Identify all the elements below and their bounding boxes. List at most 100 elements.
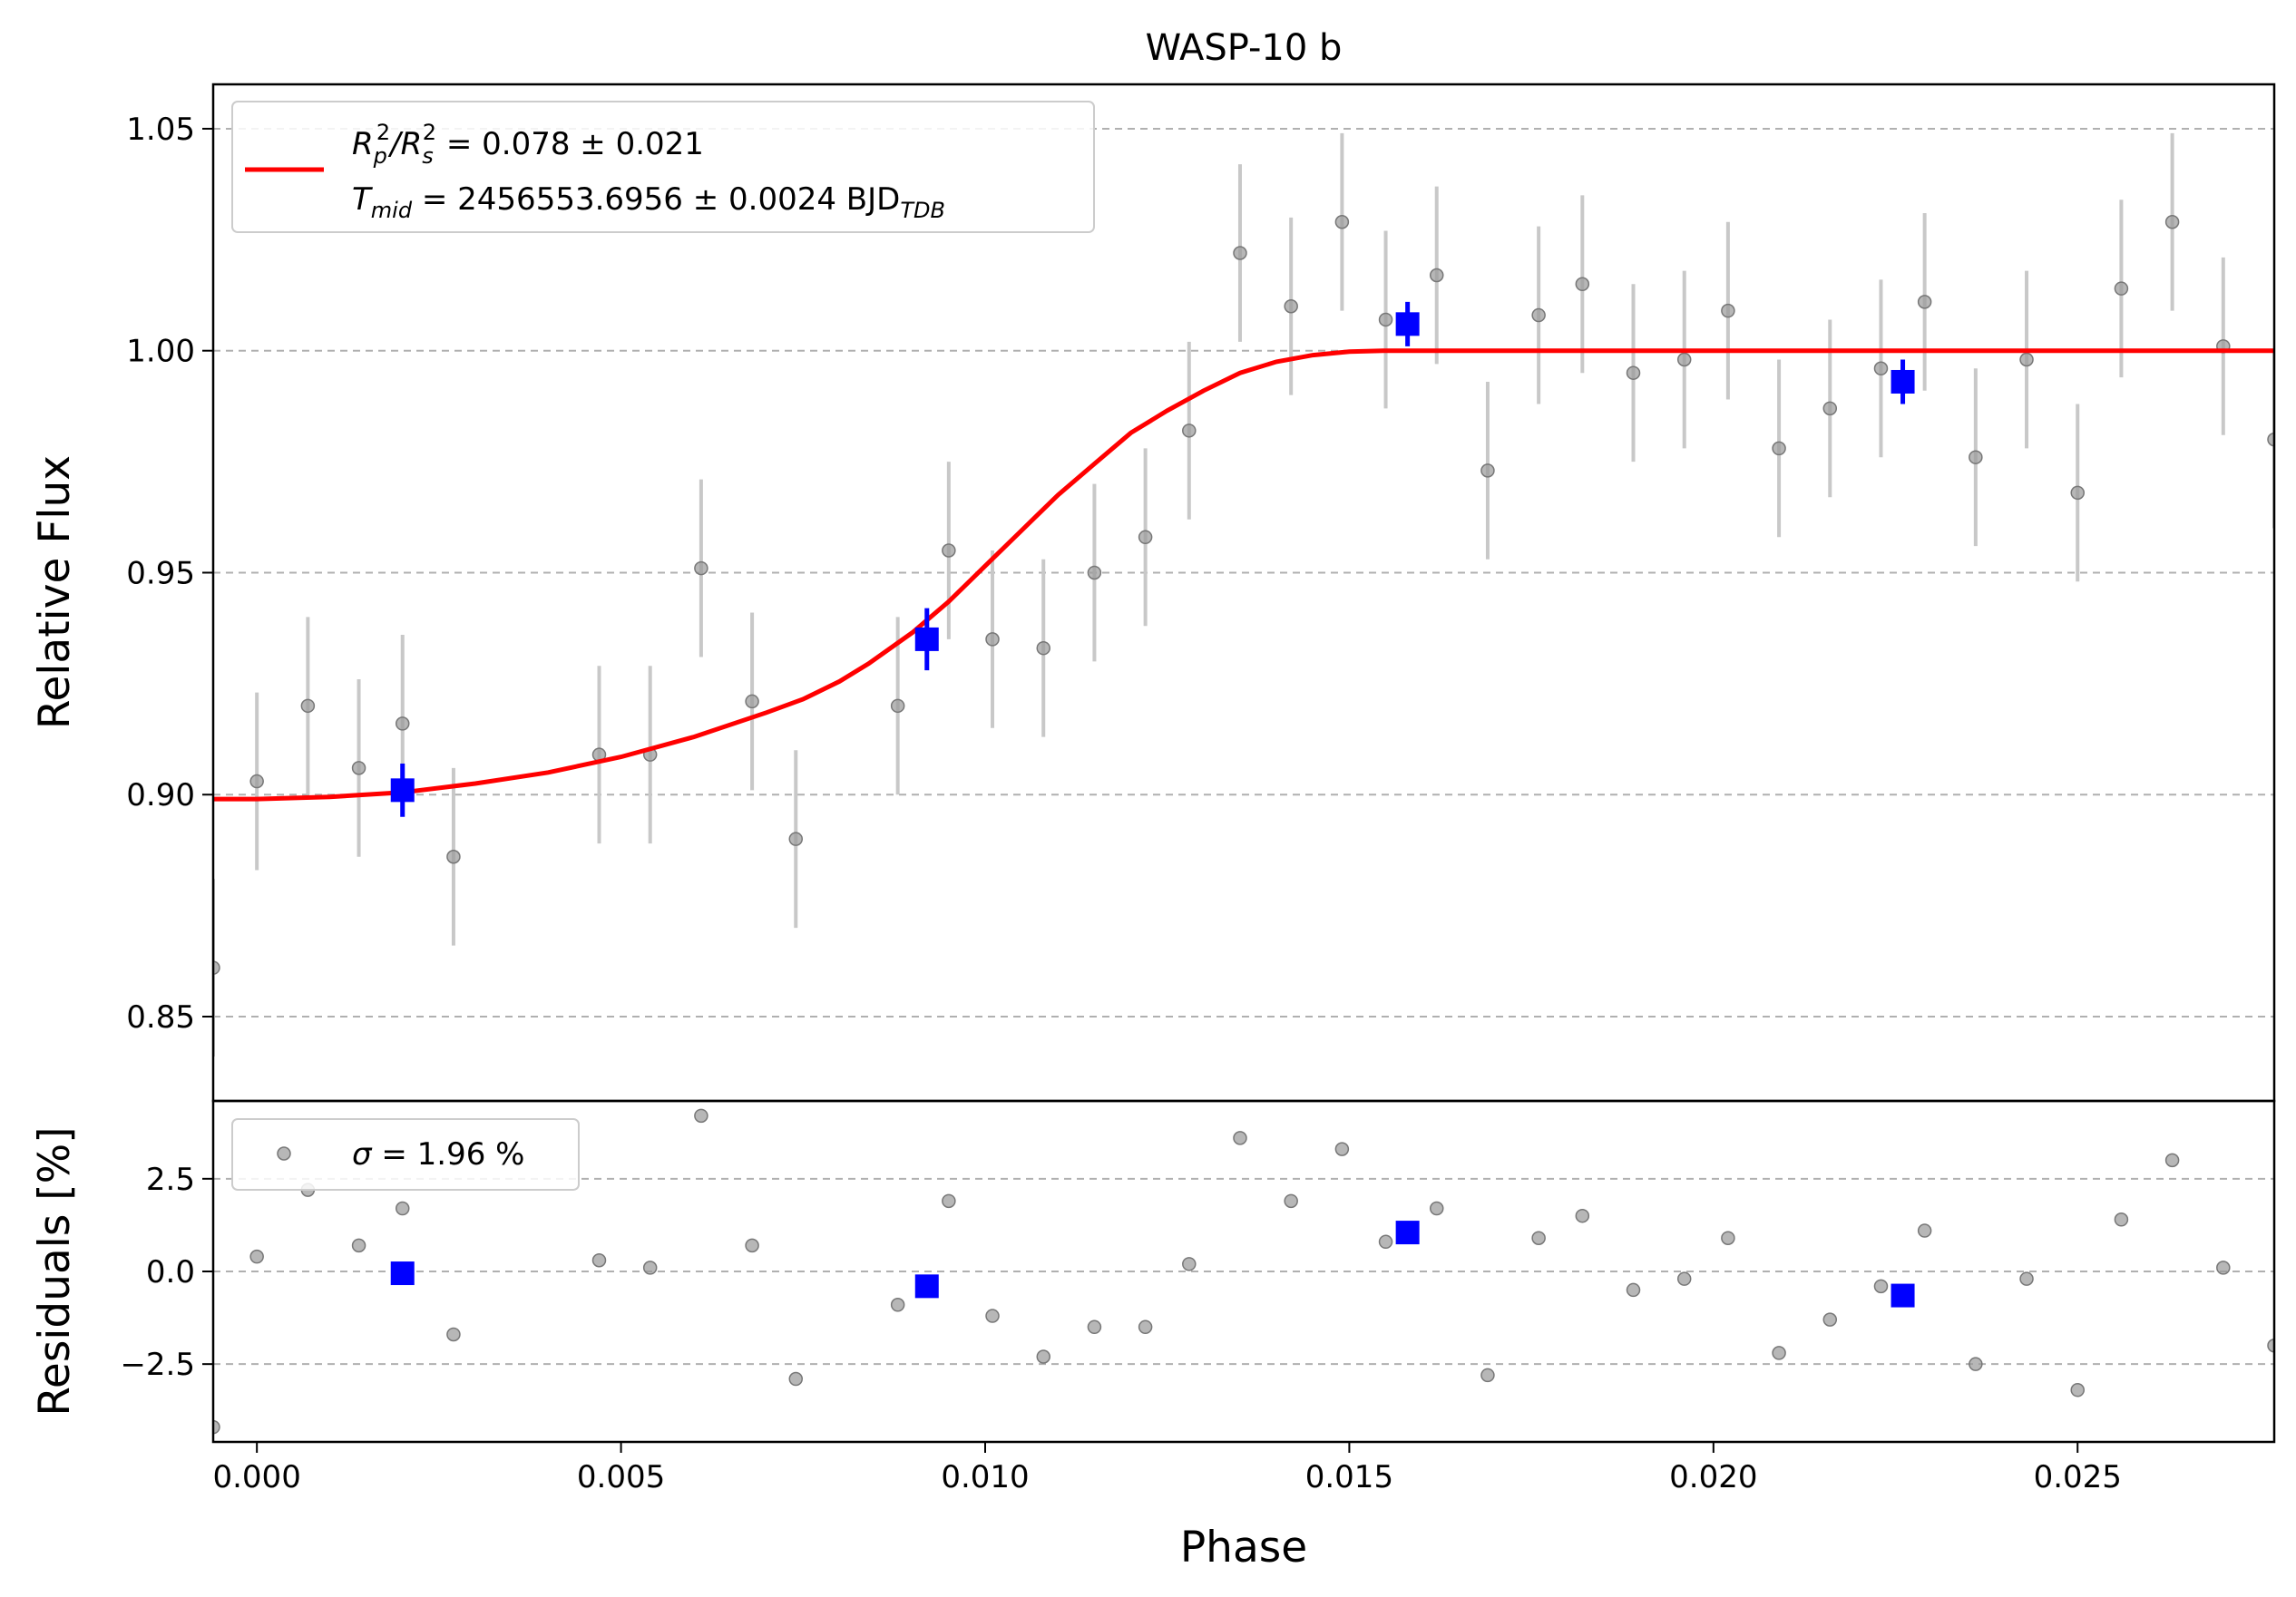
residual-data-point xyxy=(2019,1271,2034,1286)
residual-data-point xyxy=(1480,1368,1495,1383)
flux-y-tick-label: 0.85 xyxy=(126,999,195,1036)
residual-data-point xyxy=(1531,1231,1546,1245)
residual-binned-point xyxy=(1395,1221,1420,1245)
flux-data-point xyxy=(1138,530,1153,545)
flux-data-point xyxy=(1822,401,1838,416)
residual-data-point xyxy=(1138,1319,1153,1335)
residual-data-point xyxy=(1087,1319,1102,1335)
flux-data-point xyxy=(1334,215,1350,229)
flux-data-point xyxy=(1284,299,1298,314)
residual-data-point xyxy=(1334,1142,1350,1156)
legend-sigma: σ = 1.96 % xyxy=(352,1136,524,1173)
residual-data-point xyxy=(1233,1131,1247,1145)
x-axis-label: Phase xyxy=(1180,1523,1307,1573)
residual-data-point xyxy=(985,1309,1000,1323)
residuals-legend-box xyxy=(231,1118,580,1191)
residual-data-point xyxy=(1182,1257,1197,1271)
flux-legend-box xyxy=(231,101,1095,233)
x-tick-label: 0.025 xyxy=(2034,1459,2122,1495)
residual-data-point xyxy=(1676,1271,1692,1286)
residual-data-point xyxy=(694,1108,708,1124)
transit-model-line xyxy=(213,348,2274,802)
flux-data-point xyxy=(1575,277,1590,292)
flux-binned-point xyxy=(914,627,939,651)
chart-title: WASP-10 b xyxy=(1146,27,1343,69)
residual-data-point xyxy=(788,1371,804,1387)
residual-data-point xyxy=(249,1249,264,1264)
residuals-grid xyxy=(213,1177,2274,1366)
residual-data-point xyxy=(2114,1212,2129,1227)
flux-data-point xyxy=(395,716,410,731)
flux-data-point xyxy=(942,543,956,558)
residuals-y-axis-label: Residuals [%] xyxy=(30,1126,80,1416)
residual-data-point xyxy=(1575,1208,1590,1223)
residual-data-point xyxy=(1721,1231,1735,1245)
x-tick-label: 0.010 xyxy=(941,1459,1029,1495)
flux-binned-point xyxy=(390,778,415,803)
flux-data-point xyxy=(2267,432,2274,447)
residual-data-point xyxy=(1429,1201,1444,1216)
residual-data-point xyxy=(446,1327,461,1342)
flux-data-point xyxy=(446,850,461,864)
flux-data-point xyxy=(2114,281,2129,296)
flux-binned-point xyxy=(1395,312,1420,336)
residual-data-point xyxy=(1626,1282,1641,1298)
flux-data-point xyxy=(985,632,1000,647)
flux-data-point xyxy=(890,698,905,714)
residual-data-point xyxy=(2216,1261,2231,1275)
residual-data-point xyxy=(1917,1223,1932,1238)
residual-data-point xyxy=(395,1201,410,1216)
flux-data-point xyxy=(1917,295,1932,309)
residual-binned-point xyxy=(390,1261,415,1286)
flux-data-point xyxy=(2164,215,2180,229)
flux-y-tick-label: 1.05 xyxy=(126,112,195,148)
flux-data-point xyxy=(300,698,316,714)
flux-data-point xyxy=(1772,441,1786,456)
residual-data-point xyxy=(1378,1234,1393,1250)
flux-data-point xyxy=(1233,246,1247,260)
flux-errorbars xyxy=(213,132,2274,1057)
x-tick-label: 0.005 xyxy=(577,1459,665,1495)
legend-tmid: Tmid = 2456553.6956 ± 0.0024 BJDTDB xyxy=(352,181,945,223)
flux-data-point xyxy=(1626,365,1641,380)
flux-data-point xyxy=(1182,424,1197,438)
flux-y-tick-label: 0.95 xyxy=(126,555,195,591)
flux-data-point xyxy=(1531,307,1546,323)
residual-data-point xyxy=(942,1193,956,1209)
flux-data-point xyxy=(745,694,759,709)
legend-residual-swatch xyxy=(277,1146,291,1161)
residuals-y-tick-label: 2.5 xyxy=(146,1162,195,1198)
flux-y-tick-label: 0.90 xyxy=(126,777,195,813)
flux-data-point xyxy=(249,774,264,789)
residual-data-point xyxy=(1822,1312,1838,1327)
flux-panel-frame xyxy=(211,83,2276,1103)
residual-data-point xyxy=(1969,1357,1983,1371)
residual-data-point xyxy=(1036,1349,1050,1364)
x-tick-label: 0.015 xyxy=(1305,1459,1393,1495)
residuals-legend: σ = 1.96 % xyxy=(231,1118,580,1191)
residual-data-point xyxy=(213,1419,220,1435)
residual-data-point xyxy=(351,1238,366,1253)
residuals-data-points xyxy=(213,1108,2274,1435)
legend-rp-rs: Rp2/Rs2 = 0.078 ± 0.021 xyxy=(352,120,704,169)
flux-data-point xyxy=(2070,485,2085,501)
flux-data-point xyxy=(1721,303,1735,318)
residuals-panel: 2.5 0.0 −2.5 0.000 0.005 0.010 0.015 0.020 0.02… xyxy=(30,1099,2276,1573)
residual-binned-point xyxy=(914,1274,939,1299)
residual-binned-point xyxy=(1891,1283,1915,1308)
flux-data-point xyxy=(1036,640,1050,656)
flux-data-point xyxy=(1480,463,1495,478)
flux-legend: Rp2/Rs2 = 0.078 ± 0.021 Tmid = 2456553.6… xyxy=(231,101,1095,233)
residuals-y-tick-label: 0.0 xyxy=(146,1254,195,1290)
residual-data-point xyxy=(2267,1338,2274,1353)
flux-data-point xyxy=(1087,565,1102,580)
flux-data-point xyxy=(1873,361,1889,376)
flux-y-axis-label: Relative Flux xyxy=(30,455,80,729)
flux-data-point xyxy=(1969,450,1983,464)
residuals-binned-points xyxy=(390,1221,1915,1308)
residual-data-point xyxy=(1284,1193,1298,1209)
residual-data-point xyxy=(1772,1346,1786,1360)
flux-data-point xyxy=(351,761,366,775)
residual-data-point xyxy=(745,1238,759,1253)
